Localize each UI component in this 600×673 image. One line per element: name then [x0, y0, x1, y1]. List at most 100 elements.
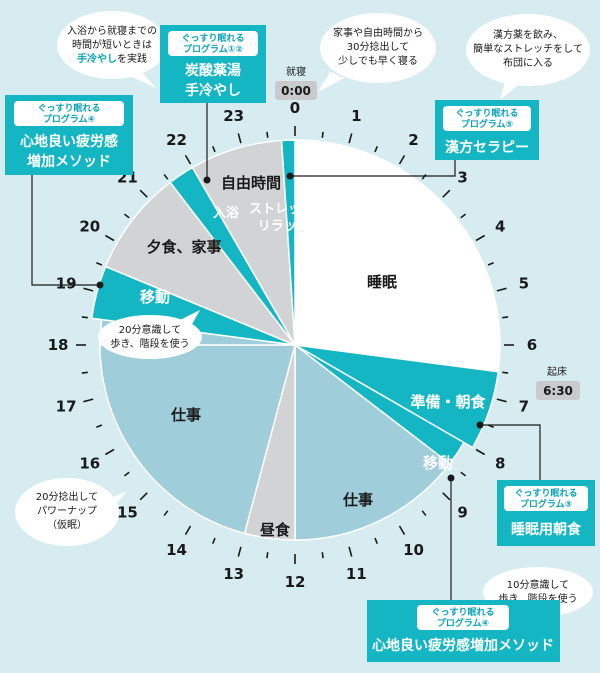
clock-tick [123, 471, 130, 477]
wake-label: 起床 [547, 365, 567, 378]
program-1-2-small-line2: プログラム①② [183, 43, 243, 55]
program-1-2-small-line1: ぐっすり眠れる [181, 33, 244, 44]
hour-label-17: 17 [56, 397, 77, 415]
program-box-3: ぐっすり眠れる プログラム③ 睡眠用朝食 [497, 480, 595, 546]
bubble-kampo-line1: 漢方薬を飲み、 [493, 28, 563, 41]
clock-tick [442, 492, 451, 501]
bubble-bath-line1: 入浴から就寝までの [67, 24, 157, 37]
clock-tick [81, 316, 88, 319]
hour-label-6: 6 [527, 336, 537, 354]
clock-tick [348, 546, 353, 557]
clock-tick [374, 537, 379, 544]
slice-dinner-chores [104, 181, 298, 347]
bubble-nap-line1: 20分捻出して [36, 490, 98, 503]
bubble-early-line3: 少しでも早く寝る [338, 54, 418, 67]
hour-label-1: 1 [351, 107, 361, 125]
program-4b-small-line2: プログラム④ [437, 617, 489, 629]
hour-label-10: 10 [403, 541, 424, 559]
clock-tick [184, 525, 192, 536]
bubble-walk-pm-line2: 歩き、階段を使う [110, 337, 189, 350]
segment-commute-pm-label: 移動 [140, 288, 170, 306]
slice-stretch [280, 139, 296, 346]
bubble-walk-am: 10分意識して 歩き、階段を使う [483, 567, 593, 620]
hour-label-22: 22 [166, 131, 187, 149]
clock-ticks [76, 126, 514, 564]
clock-tick [139, 492, 148, 501]
clock-tick [496, 287, 507, 292]
hour-label-11: 11 [346, 565, 367, 583]
hour-label-23: 23 [223, 107, 244, 125]
clock-tick [398, 525, 406, 536]
bubble-bath-line3: 手冷やしを実践 [77, 52, 147, 65]
connector-dots [96, 172, 484, 482]
slice-work-pm [99, 344, 296, 535]
program-4a-small-line1: ぐっすり眠れる [37, 103, 100, 114]
hour-label-7: 7 [519, 397, 529, 415]
program-1-2-title-line1: 炭酸薬湯 [185, 62, 241, 79]
segment-prep-breakfast-label: 準備・朝食 [410, 393, 486, 411]
program-box-1-2: ぐっすり眠れる プログラム①② 炭酸薬湯 手冷やし [160, 25, 266, 103]
clock-tick [96, 261, 103, 266]
clock-tick [81, 371, 88, 374]
clock-tick [211, 537, 216, 544]
hour-label-14: 14 [166, 541, 187, 559]
segment-dinner-chores-label: 夕食、家事 [146, 238, 221, 256]
clock-tick [96, 424, 103, 429]
clock-tick [266, 552, 269, 559]
program-5-small-line2: プログラム⑤ [461, 118, 513, 130]
program-box-5: ぐっすり眠れる プログラム⑤ 漢方セラピー [435, 100, 539, 160]
clock-tick [184, 154, 192, 165]
bedtime-badge [275, 81, 317, 100]
wake-badge [536, 381, 580, 400]
hour-label-13: 13 [223, 565, 244, 583]
hour-label-12: 12 [285, 573, 306, 591]
hour-label-4: 4 [495, 218, 505, 236]
segment-stretch-label-line2: リラックス [258, 219, 323, 234]
clock-tick [237, 133, 242, 144]
hour-label-15: 15 [117, 504, 138, 522]
bubble-early-line2: 30分捻出して [347, 40, 409, 53]
program-4a-small-line2: プログラム④ [43, 113, 95, 125]
segment-commute-am-label: 移動 [423, 454, 453, 472]
hour-label-20: 20 [79, 218, 100, 236]
clock-tick [237, 546, 242, 557]
slice-prep-breakfast [294, 344, 500, 449]
clock-tick [475, 448, 486, 456]
program-3-title: 睡眠用朝食 [511, 521, 582, 538]
bubble-nap-line2: パワーナップ [37, 505, 97, 517]
program-3-small-line2: プログラム③ [520, 498, 572, 510]
segment-work-am-label: 仕事 [342, 491, 373, 509]
segment-stretch-label-line1: ストレッチ・ [249, 202, 327, 217]
clock-tick [211, 146, 216, 153]
clock-tick [83, 398, 94, 403]
clock-tick [163, 173, 169, 180]
program-4b-small-line1: ぐっすり眠れる [431, 607, 494, 618]
clock-tick [460, 213, 467, 219]
bubble-bath-line2: 時間が短いときは [72, 38, 152, 51]
hour-label-16: 16 [79, 455, 100, 473]
slice-work-am [294, 343, 451, 541]
segment-lunch-label: 昼食 [260, 521, 291, 539]
clock-tick [496, 398, 507, 403]
program-5-title: 漢方セラピー [445, 139, 529, 156]
bedtime-label: 就寝 [286, 65, 306, 78]
bubble-walk-pm: 20分意識して 歩き、階段を使う [98, 310, 202, 359]
hour-label-19: 19 [56, 275, 77, 293]
segment-bath-label: 入浴 [213, 205, 240, 221]
clock-tick [502, 316, 509, 319]
clock-tick [83, 287, 94, 292]
hour-label-18: 18 [48, 336, 69, 354]
program-4a-title-line2: 増加メソッド [27, 153, 111, 170]
clock-tick [475, 234, 486, 242]
bedtime-time: 0:00 [281, 84, 311, 98]
hour-label-9: 9 [457, 504, 467, 522]
hour-label-8: 8 [495, 455, 505, 473]
hour-label-0: 0 [290, 99, 300, 117]
program-1-2-title-line2: 手冷やし [185, 82, 241, 99]
clock-tick [104, 234, 115, 242]
clock-tick [123, 213, 130, 219]
connector-lines [31, 100, 541, 600]
hour-label-3: 3 [457, 168, 467, 186]
